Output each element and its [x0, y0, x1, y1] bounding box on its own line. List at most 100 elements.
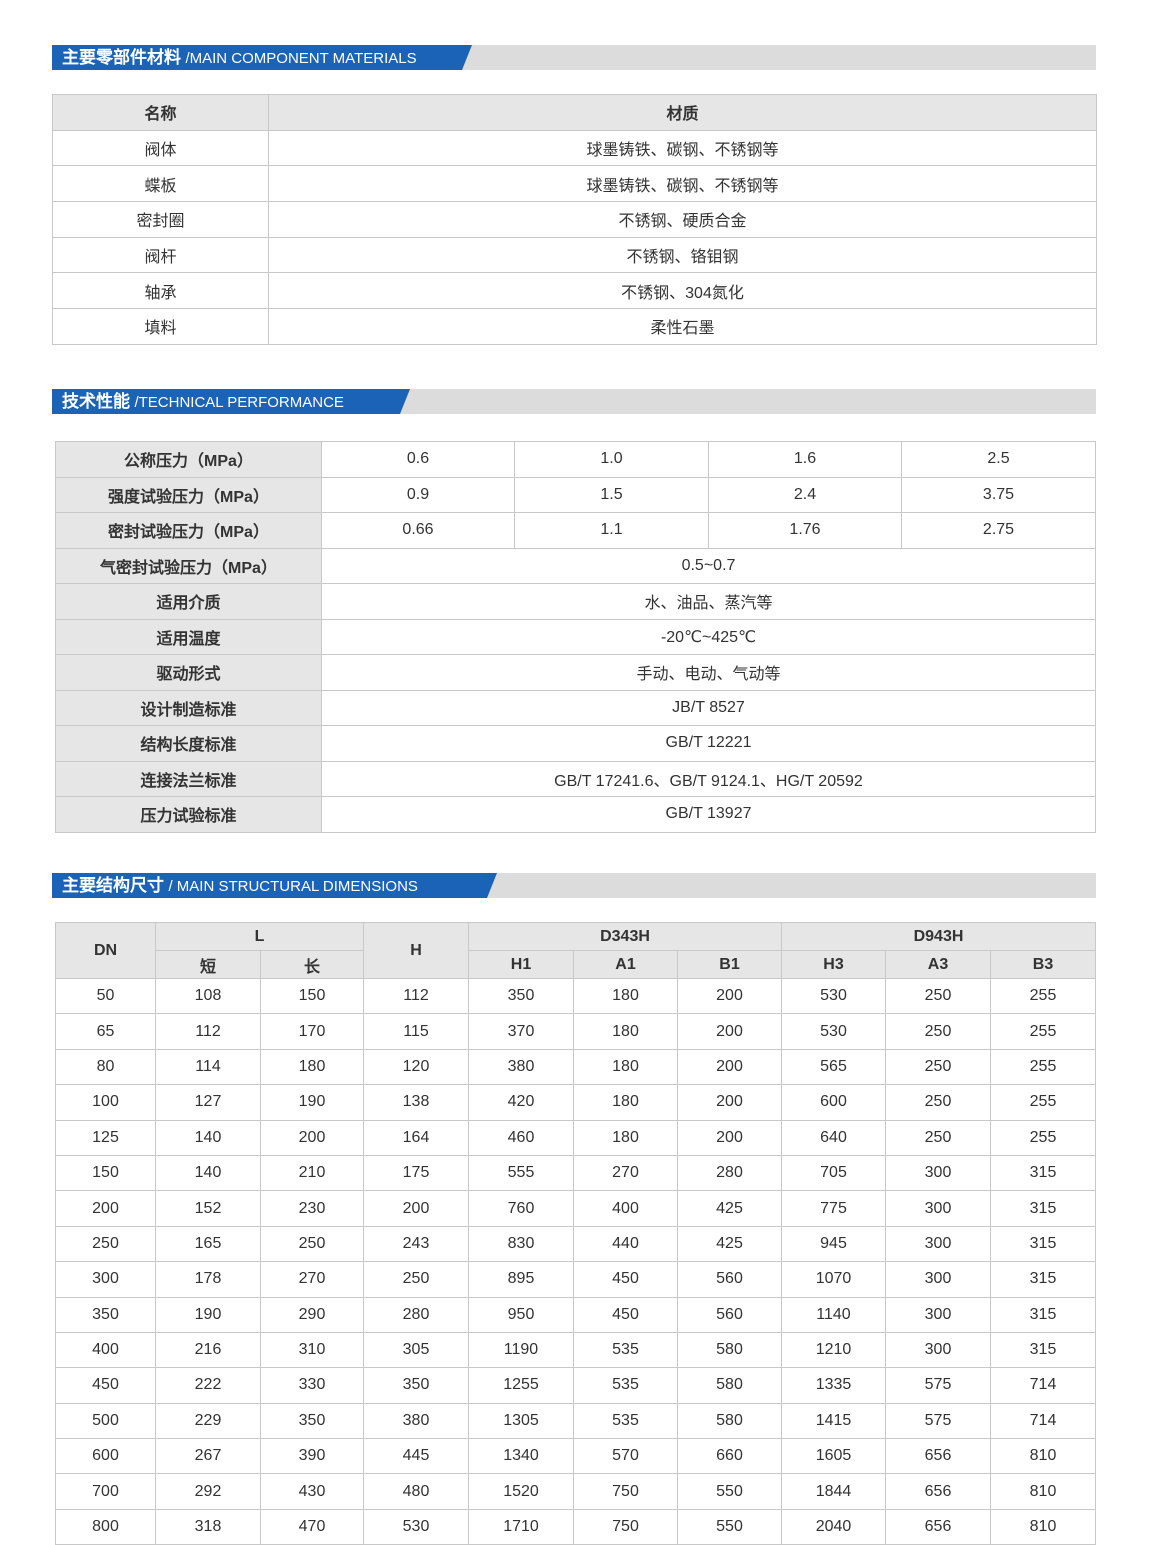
table-cell: 连接法兰标准	[55, 760, 322, 797]
table-cell: 315	[990, 1331, 1096, 1369]
table-cell: 315	[990, 1225, 1096, 1263]
table-cell: 500	[55, 1402, 156, 1440]
table-cell: 830	[468, 1225, 574, 1263]
table-cell: 150	[55, 1154, 156, 1192]
table-cell: 1070	[781, 1261, 886, 1298]
table-row: 密封试验压力（MPa） 0.66 1.1 1.76 2.75	[55, 512, 1096, 549]
table-cell: 138	[363, 1084, 469, 1121]
table-cell: 柔性石墨	[268, 308, 1097, 345]
section-subtitle: /TECHNICAL PERFORMANCE	[134, 394, 344, 411]
table-cell: 250	[885, 977, 991, 1015]
table-cell: 280	[363, 1296, 469, 1333]
table-cell: 200	[677, 1048, 782, 1086]
table-cell: 2.75	[901, 512, 1096, 549]
table-row: 500 229 350 380 1305 535 580 1415 575 714	[55, 1402, 1096, 1440]
table-row: 公称压力（MPa） 0.6 1.0 1.6 2.5	[55, 441, 1096, 478]
table-cell: 180	[573, 1013, 678, 1050]
table-cell: 810	[990, 1508, 1096, 1545]
table-cell: 200	[363, 1190, 469, 1227]
table-cell: 243	[363, 1225, 469, 1263]
table-cell: 255	[990, 1048, 1096, 1086]
table-cell: 380	[468, 1048, 574, 1086]
table-cell: 140	[155, 1154, 261, 1192]
table-cell: 315	[990, 1190, 1096, 1227]
table-row: 800 318 470 530 1710 750 550 2040 656 810	[55, 1508, 1096, 1545]
table-cell: 420	[468, 1084, 574, 1121]
table-cell: 216	[155, 1331, 261, 1369]
table-cell: 120	[363, 1048, 469, 1086]
table-cell: 170	[260, 1013, 364, 1050]
section-header: 技术性能 /TECHNICAL PERFORMANCE	[52, 389, 1096, 414]
table-cell: 165	[155, 1225, 261, 1263]
table-cell: 180	[573, 977, 678, 1015]
table-cell: 178	[155, 1261, 261, 1298]
table-cell: 1710	[468, 1508, 574, 1545]
table-cell: 300	[885, 1154, 991, 1192]
table-cell: 200	[55, 1190, 156, 1227]
table-cell: 200	[677, 977, 782, 1015]
table-cell: 驱动形式	[55, 654, 322, 691]
table-row: 密封圈 不锈钢、硬质合金	[52, 201, 1097, 238]
table-cell: 200	[677, 1084, 782, 1121]
table-cell: GB/T 13927	[321, 796, 1096, 833]
table-cell: 250	[885, 1119, 991, 1156]
table-cell: 球墨铸铁、碳钢、不锈钢等	[268, 165, 1097, 203]
table-cell: 400	[573, 1190, 678, 1227]
table-cell: B1	[677, 950, 782, 979]
table-row: 短长 H1 A1 B1 H3 A3 B3	[56, 950, 1096, 979]
table-cell: 318	[155, 1508, 261, 1545]
table-row: 设计制造标准 JB/T 8527	[55, 689, 1096, 726]
table-cell: 50	[55, 977, 156, 1015]
table-cell: 450	[55, 1367, 156, 1404]
table-cell: 180	[260, 1048, 364, 1086]
table-row: 400 216 310 305 1190 535 580 1210 300 315	[55, 1331, 1096, 1369]
table-cell: 350	[363, 1367, 469, 1404]
table-cell: 80	[55, 1048, 156, 1086]
table-cell: 315	[990, 1296, 1096, 1333]
table-cell: 700	[55, 1473, 156, 1510]
table-cell: 555	[468, 1154, 574, 1192]
table-cell: 2.4	[708, 476, 902, 513]
table-cell: 800	[55, 1508, 156, 1545]
table-cell: 1190	[468, 1331, 574, 1369]
table-row: 轴承 不锈钢、304氮化	[52, 272, 1097, 310]
table-cell: 450	[573, 1296, 678, 1333]
table-row: 名称 材质	[52, 94, 1097, 131]
table-cell: 380	[363, 1402, 469, 1440]
table-cell: 200	[677, 1013, 782, 1050]
table-row: DN L H D343H D943H	[55, 922, 1096, 979]
table-cell: 250	[363, 1261, 469, 1298]
table-cell: 250	[885, 1084, 991, 1121]
table-cell: 1.1	[514, 512, 709, 549]
table-cell: 445	[363, 1438, 469, 1475]
table-cell: 不锈钢、304氮化	[268, 272, 1097, 310]
table-cell: 阀杆	[52, 236, 269, 274]
table-cell: 370	[468, 1013, 574, 1050]
table-cell: 108	[155, 977, 261, 1015]
table-cell: 1255	[468, 1367, 574, 1404]
table-cell: D943H	[781, 922, 1096, 951]
table-cell: 164	[363, 1119, 469, 1156]
table-row: 450 222 330 350 1255 535 580 1335 575 714	[55, 1367, 1096, 1404]
table-cell: 656	[885, 1508, 991, 1545]
table-cell: 440	[573, 1225, 678, 1263]
table-cell: 290	[260, 1296, 364, 1333]
table-row: 200 152 230 200 760 400 425 775 300 315	[55, 1190, 1096, 1227]
table-cell: 不锈钢、硬质合金	[268, 201, 1097, 238]
table-cell: 180	[573, 1084, 678, 1121]
table-cell: 660	[677, 1438, 782, 1475]
table-cell: 180	[573, 1048, 678, 1086]
table-cell: 580	[677, 1402, 782, 1440]
table-row: 连接法兰标准 GB/T 17241.6、GB/T 9124.1、HG/T 2059…	[55, 760, 1096, 797]
table-cell: 580	[677, 1331, 782, 1369]
table-cell: 180	[573, 1119, 678, 1156]
table-cell: 530	[363, 1508, 469, 1545]
table-cell: 810	[990, 1438, 1096, 1475]
table-cell: A3	[885, 950, 991, 979]
table-cell: 材质	[268, 94, 1097, 131]
table-cell: 255	[990, 1119, 1096, 1156]
table-row: 阀杆 不锈钢、铬钼钢	[52, 236, 1097, 274]
table-cell: 714	[990, 1367, 1096, 1404]
table-cell: 300	[55, 1261, 156, 1298]
table-cell: 350	[468, 977, 574, 1015]
